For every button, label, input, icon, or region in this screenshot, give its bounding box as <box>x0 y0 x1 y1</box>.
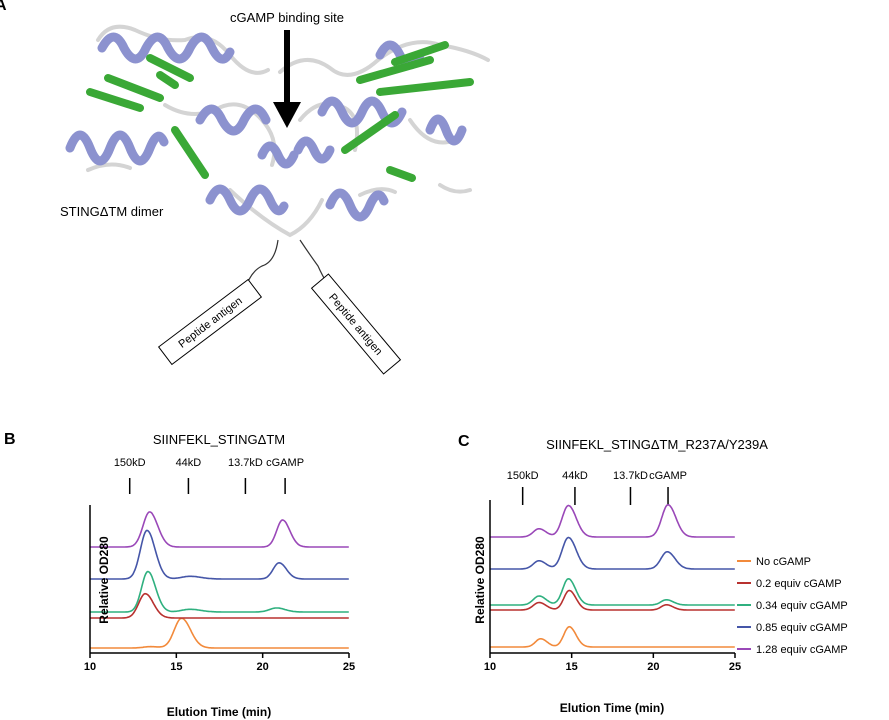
helix-cluster-left <box>65 32 299 216</box>
chart-c: C SIINFEKL_STINGΔTM_R237A/Y239A 150kD 44k… <box>458 433 848 715</box>
peptide-antigen-box-left: Peptide antigen <box>157 278 263 366</box>
chart-b-axes: 10 15 20 25 <box>84 505 355 673</box>
chart-b-x-tick-label: 15 <box>170 661 182 673</box>
chart-c-trace-0-85-equiv-cgamp <box>490 536 735 570</box>
chart-b-y-axis-title: Relative OD280 <box>97 536 111 624</box>
chart-c-y-axis-title: Relative OD280 <box>473 536 487 624</box>
chart-c-x-tick-label: 25 <box>729 661 741 673</box>
legend-label: No cGAMP <box>756 556 811 568</box>
legend-label: 0.85 equiv cGAMP <box>756 622 848 634</box>
chart-b-trace-no-cgamp <box>90 617 349 649</box>
cgamp-binding-site-label: cGAMP binding site <box>230 10 344 25</box>
chart-b-traces <box>90 511 349 649</box>
chart-b-x-tick-label: 10 <box>84 661 96 673</box>
sheet-cluster <box>86 41 474 182</box>
peptide-antigen-label-right: Peptide antigen <box>326 292 384 358</box>
chart-b-trace-0-34-equiv-cgamp <box>90 570 349 613</box>
legend-label: 1.28 equiv cGAMP <box>756 644 848 656</box>
peptide-linkers <box>244 239 329 291</box>
chart-b-title: SIINFEKL_STINGΔTM <box>153 432 285 447</box>
chart-b-marker-label: 44kD <box>176 457 202 469</box>
legend-label: 0.34 equiv cGAMP <box>756 600 848 612</box>
chart-b-trace-1-28-equiv-cgamp <box>90 511 349 548</box>
chart-c-legend: No cGAMP 0.2 equiv cGAMP 0.34 equiv cGAMP 0… <box>737 556 848 656</box>
chart-c-x-tick-label: 20 <box>647 661 659 673</box>
panel-b-letter: B <box>4 431 16 448</box>
chart-c-trace-0-34-equiv-cgamp <box>490 577 735 606</box>
panel-c-letter: C <box>458 433 470 450</box>
chart-b-x-tick-label: 20 <box>257 661 269 673</box>
chart-b-trace-0-2-equiv-cgamp <box>90 592 349 619</box>
legend-label: 0.2 equiv cGAMP <box>756 578 842 590</box>
chart-b-x-axis-title: Elution Time (min) <box>167 705 271 719</box>
chart-c-x-tick-label: 10 <box>484 661 496 673</box>
chart-c-x-axis-title: Elution Time (min) <box>560 701 664 715</box>
peptide-antigen-box-right: Peptide antigen <box>310 273 402 375</box>
chart-b-marker-label: 150kD <box>114 457 146 469</box>
peptide-antigen-label-left: Peptide antigen <box>176 295 244 351</box>
chart-c-marker-label: 44kD <box>562 470 588 482</box>
chart-c-marker-label: 150kD <box>507 470 539 482</box>
chart-b-marker-label: cGAMP <box>266 457 304 469</box>
chart-c-traces <box>490 503 735 648</box>
chart-c-trace-no-cgamp <box>490 625 735 648</box>
chart-c-axes: 10 15 20 25 <box>484 500 741 673</box>
chart-c-x-tick-label: 15 <box>566 661 578 673</box>
chart-b-marker-label: 13.7kD <box>228 457 263 469</box>
chart-c-title: SIINFEKL_STINGΔTM_R237A/Y239A <box>546 437 768 452</box>
chart-c-trace-0-2-equiv-cgamp <box>490 589 735 611</box>
sting-dimer-label: STINGΔTM dimer <box>60 204 164 219</box>
chart-c-markers: 150kD 44kD 13.7kD cGAMP <box>507 470 687 505</box>
chart-c-trace-1-28-equiv-cgamp <box>490 503 735 538</box>
chart-b: B SIINFEKL_STINGΔTM 150kD 44kD 13.7kD cGAMP… <box>4 431 355 719</box>
chart-b-trace-0-85-equiv-cgamp <box>90 529 349 580</box>
panel-a-letter: A <box>0 0 7 14</box>
panel-a: A <box>0 0 490 375</box>
chart-c-marker-label: cGAMP <box>649 470 687 482</box>
chart-b-markers: 150kD 44kD 13.7kD cGAMP <box>114 457 304 494</box>
binding-site-arrow <box>273 30 301 128</box>
chart-b-x-tick-label: 25 <box>343 661 355 673</box>
chart-c-marker-label: 13.7kD <box>613 470 648 482</box>
